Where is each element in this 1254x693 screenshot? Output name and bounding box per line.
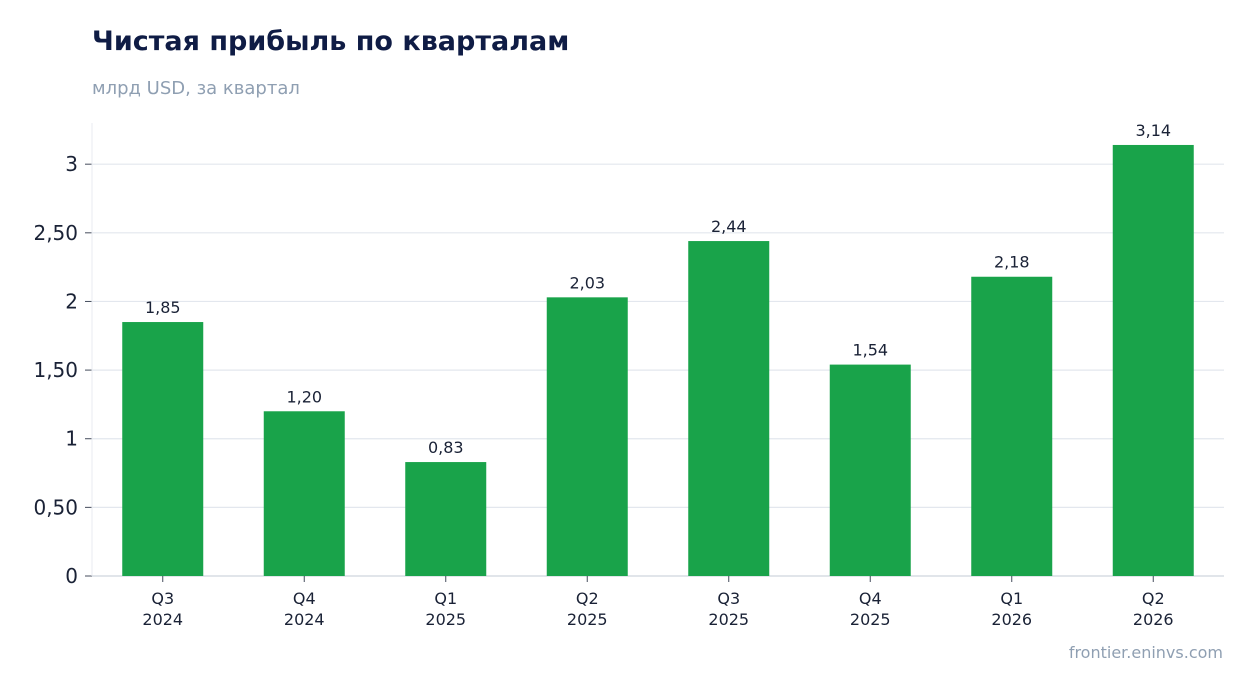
y-tick-label: 2,50 xyxy=(33,221,78,245)
bar-value-label: 3,14 xyxy=(1135,121,1171,140)
x-tick-label-year: 2025 xyxy=(850,610,891,629)
x-tick-label-year: 2025 xyxy=(425,610,466,629)
x-tick-label-year: 2024 xyxy=(142,610,183,629)
bar-value-label: 1,85 xyxy=(145,298,181,317)
bar xyxy=(546,297,628,576)
y-tick-label: 0 xyxy=(65,564,78,588)
bar-value-label: 1,20 xyxy=(286,387,322,406)
source-credit: frontier.eninvs.com xyxy=(1068,643,1223,662)
bar xyxy=(1112,144,1194,577)
y-tick-label: 1 xyxy=(65,427,78,451)
bar xyxy=(405,462,487,576)
axes: 0 0,50 1 1,50 2 2,50 3 Q3 2024 Q4 2024 Q1 2025 Q2 2025… xyxy=(33,123,1224,629)
bar-value-label: 2,03 xyxy=(569,273,605,292)
x-tick-label-quarter: Q3 xyxy=(151,589,174,608)
bar xyxy=(688,241,770,576)
bar-value-label: 2,44 xyxy=(711,217,747,236)
y-tick-label: 3 xyxy=(65,152,78,176)
bar-value-label: 2,18 xyxy=(994,253,1030,272)
gridlines xyxy=(92,163,1224,508)
bars xyxy=(122,144,1194,577)
x-tick-label-year: 2026 xyxy=(991,610,1032,629)
y-tick-label: 0,50 xyxy=(33,495,78,519)
x-tick-label-year: 2025 xyxy=(567,610,608,629)
x-tick-label-year: 2024 xyxy=(284,610,325,629)
bar xyxy=(829,364,911,576)
x-tick-label-quarter: Q3 xyxy=(717,589,740,608)
x-tick-label-quarter: Q4 xyxy=(859,589,882,608)
x-tick-label-quarter: Q4 xyxy=(293,589,316,608)
chart-subtitle: млрд USD, за квартал xyxy=(92,78,300,99)
x-tick-label-year: 2025 xyxy=(708,610,749,629)
bar-value-label: 0,83 xyxy=(428,438,464,457)
chart-title: Чистая прибыль по кварталам xyxy=(92,26,570,57)
x-tick-label-quarter: Q2 xyxy=(1142,589,1165,608)
x-tick-label-quarter: Q1 xyxy=(1000,589,1023,608)
bar xyxy=(263,411,345,576)
value-labels: 1,85 1,20 0,83 2,03 2,44 1,54 2,18 3,14 xyxy=(145,121,1171,457)
y-tick-label: 1,50 xyxy=(33,358,78,382)
bar-value-label: 1,54 xyxy=(852,341,888,360)
bar xyxy=(122,322,204,576)
x-tick-label-quarter: Q1 xyxy=(434,589,457,608)
y-tick-label: 2 xyxy=(65,289,78,313)
bar xyxy=(971,276,1053,576)
x-tick-label-year: 2026 xyxy=(1133,610,1174,629)
x-tick-label-quarter: Q2 xyxy=(576,589,599,608)
